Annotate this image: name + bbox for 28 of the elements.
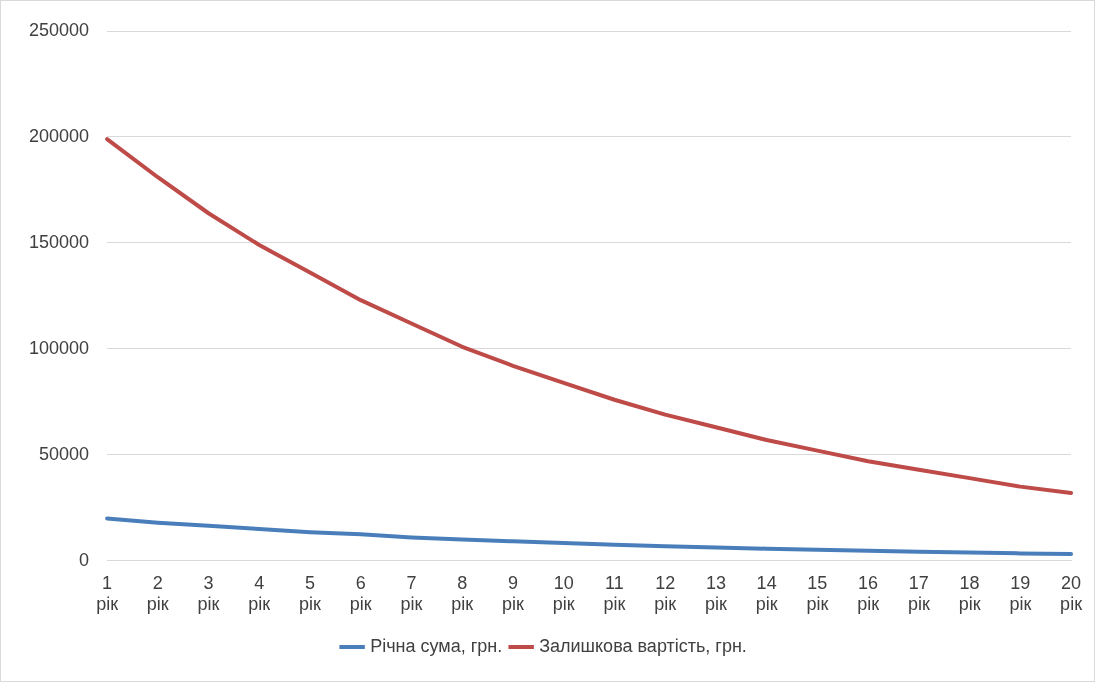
- x-tick-label: 7 рік: [400, 572, 423, 615]
- x-tick-label: 20 рік: [1060, 572, 1083, 615]
- x-tick-label: 3 рік: [197, 572, 220, 615]
- y-tick-label: 50000: [39, 443, 90, 464]
- x-tick-label: 1 рік: [96, 572, 119, 615]
- x-tick-label: 4 рік: [248, 572, 271, 615]
- x-tick-label: 18 рік: [958, 572, 981, 615]
- x-tick-label: 10 рік: [552, 572, 575, 615]
- y-tick-label: 150000: [28, 231, 90, 252]
- legend-label: Річна сума, грн.: [370, 635, 503, 656]
- x-tick-label: 2 рік: [146, 572, 169, 615]
- x-tick-label: 8 рік: [451, 572, 474, 615]
- x-tick-label: 14 рік: [755, 572, 778, 615]
- x-tick-label: 15 рік: [806, 572, 829, 615]
- x-tick-label: 11 рік: [603, 572, 626, 615]
- y-tick-label: 250000: [28, 19, 90, 40]
- x-tick-label: 9 рік: [502, 572, 525, 615]
- x-tick-label: 16 рік: [857, 572, 880, 615]
- x-tick-label: 12 рік: [654, 572, 677, 615]
- x-tick-label: 5 рік: [299, 572, 322, 615]
- y-tick-label: 100000: [28, 337, 90, 358]
- legend-label: Залишкова вартість, грн.: [539, 635, 747, 656]
- x-tick-label: 6 рік: [349, 572, 372, 615]
- y-tick-label: 200000: [28, 125, 90, 146]
- x-tick-label: 13 рік: [704, 572, 727, 615]
- y-tick-label: 0: [79, 549, 90, 570]
- x-tick-label: 19 рік: [1009, 572, 1032, 615]
- x-tick-label: 17 рік: [907, 572, 930, 615]
